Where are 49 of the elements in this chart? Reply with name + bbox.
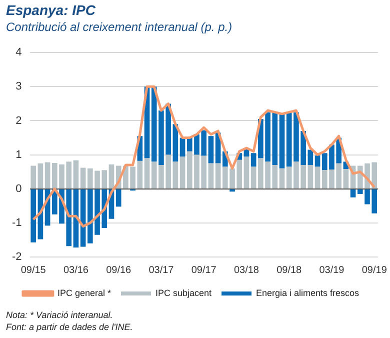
x-tick-label: 03/19 xyxy=(319,264,345,276)
bar xyxy=(308,150,314,166)
bar xyxy=(215,163,221,188)
bar xyxy=(30,166,36,188)
bar xyxy=(180,156,186,188)
bar xyxy=(30,189,36,242)
x-tick-label: 03/18 xyxy=(234,264,260,276)
bar xyxy=(80,168,86,188)
chart-title: Espanya: IPC xyxy=(6,2,96,18)
y-tick-label: 3 xyxy=(16,80,22,93)
legend-label: Energia i aliments frescos xyxy=(256,288,360,298)
bar xyxy=(250,166,256,188)
bar xyxy=(44,162,50,188)
y-tick-label: 4 xyxy=(16,46,22,59)
bar xyxy=(208,163,214,188)
bar xyxy=(314,166,320,188)
bar xyxy=(350,189,356,198)
y-tick-label: -1 xyxy=(12,216,22,229)
y-tick-label: 2 xyxy=(16,114,22,127)
x-tick-label: 03/17 xyxy=(148,264,174,276)
bar xyxy=(244,156,250,188)
bar xyxy=(230,189,235,192)
bar xyxy=(108,164,114,188)
bar xyxy=(279,168,285,188)
x-tick-label: 09/18 xyxy=(276,264,302,276)
bar xyxy=(144,158,150,188)
legend-label: IPC general * xyxy=(57,288,112,298)
text: Font: a partir de dades de l'INE. xyxy=(6,321,133,333)
text: Nota: * Variació interanual. xyxy=(6,309,114,321)
legend-label: IPC subjacent xyxy=(155,288,212,298)
bar xyxy=(308,165,314,188)
bar xyxy=(250,153,256,167)
bar xyxy=(38,163,44,188)
bar xyxy=(208,136,214,164)
x-tick-label: 09/16 xyxy=(106,264,132,276)
chart-subtitle: Contribució al creixement interanual (p. p.) xyxy=(6,20,232,34)
bar xyxy=(314,155,320,167)
y-tick-label: 0 xyxy=(16,182,22,195)
x-tick-label: 03/16 xyxy=(63,264,89,276)
x-tick-label: 09/19 xyxy=(362,264,388,276)
x-tick-label: 09/17 xyxy=(191,264,217,276)
y-tick-label: 1 xyxy=(16,148,22,161)
bar xyxy=(279,114,285,168)
bar xyxy=(172,162,178,188)
bar xyxy=(116,189,122,207)
bar xyxy=(73,160,79,188)
x-tick-label: 09/15 xyxy=(20,264,46,276)
y-tick-label: -2 xyxy=(12,251,22,264)
bar xyxy=(343,169,349,188)
